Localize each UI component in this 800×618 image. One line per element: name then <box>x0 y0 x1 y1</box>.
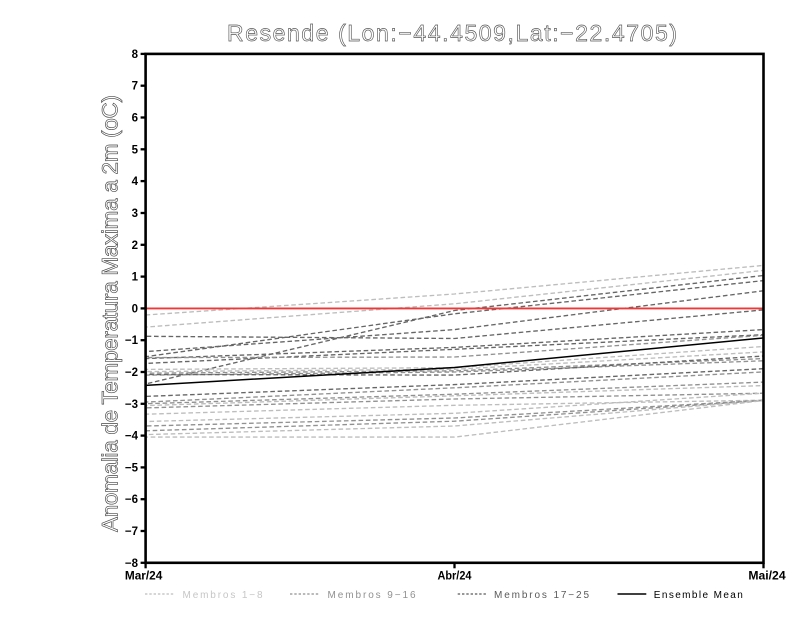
svg-text:1: 1 <box>132 272 139 284</box>
svg-text:−8: −8 <box>125 558 139 570</box>
svg-text:−7: −7 <box>125 526 138 538</box>
svg-text:0: 0 <box>132 303 138 315</box>
svg-text:Membros 9−16: Membros 9−16 <box>328 590 416 601</box>
svg-text:Anomalia de Temperatura Maxima: Anomalia de Temperatura Maxima a 2m (oC) <box>98 95 123 532</box>
svg-text:Mai/24: Mai/24 <box>748 569 786 583</box>
svg-text:7: 7 <box>132 81 138 93</box>
svg-text:−2: −2 <box>125 367 138 379</box>
svg-text:Abr/24: Abr/24 <box>438 569 472 583</box>
svg-text:3: 3 <box>132 208 138 220</box>
svg-text:Mar/24: Mar/24 <box>125 569 163 583</box>
svg-text:4: 4 <box>132 176 139 188</box>
svg-text:Resende (Lon:−44.4509,Lat:−22.: Resende (Lon:−44.4509,Lat:−22.4705) <box>227 20 677 46</box>
svg-text:6: 6 <box>132 113 138 125</box>
svg-text:−6: −6 <box>125 494 138 506</box>
svg-text:2: 2 <box>132 240 138 252</box>
svg-text:−5: −5 <box>125 462 139 474</box>
svg-text:−3: −3 <box>125 399 138 411</box>
svg-text:−1: −1 <box>125 335 139 347</box>
svg-text:5: 5 <box>132 144 139 156</box>
svg-text:8: 8 <box>132 49 139 61</box>
svg-text:Ensemble Mean: Ensemble Mean <box>654 590 743 601</box>
svg-text:Membros 17−25: Membros 17−25 <box>494 590 589 601</box>
svg-text:Membros 1−8: Membros 1−8 <box>183 590 263 601</box>
svg-text:−4: −4 <box>125 431 139 443</box>
